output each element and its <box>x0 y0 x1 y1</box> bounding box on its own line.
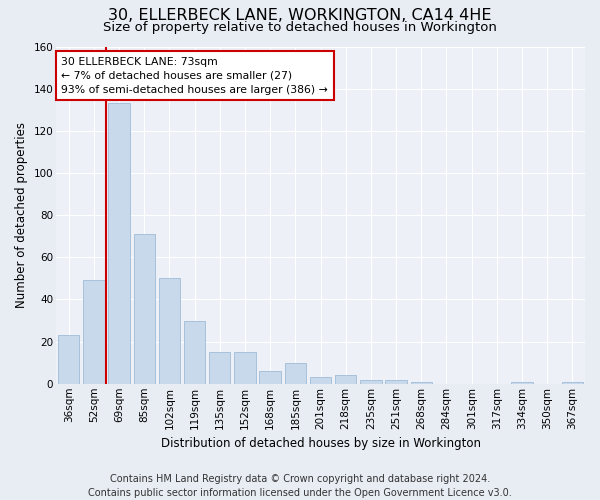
Bar <box>234 352 256 384</box>
Bar <box>385 380 407 384</box>
Text: 30 ELLERBECK LANE: 73sqm
← 7% of detached houses are smaller (27)
93% of semi-de: 30 ELLERBECK LANE: 73sqm ← 7% of detache… <box>61 56 328 94</box>
Bar <box>134 234 155 384</box>
Bar <box>562 382 583 384</box>
Bar <box>259 371 281 384</box>
Text: 30, ELLERBECK LANE, WORKINGTON, CA14 4HE: 30, ELLERBECK LANE, WORKINGTON, CA14 4HE <box>108 8 492 22</box>
Bar <box>58 336 79 384</box>
Bar <box>360 380 382 384</box>
Bar <box>335 376 356 384</box>
Bar <box>284 362 306 384</box>
Bar <box>410 382 432 384</box>
Text: Size of property relative to detached houses in Workington: Size of property relative to detached ho… <box>103 21 497 34</box>
Bar <box>511 382 533 384</box>
Bar <box>209 352 230 384</box>
Text: Contains HM Land Registry data © Crown copyright and database right 2024.
Contai: Contains HM Land Registry data © Crown c… <box>88 474 512 498</box>
Bar <box>159 278 180 384</box>
Bar <box>109 104 130 384</box>
X-axis label: Distribution of detached houses by size in Workington: Distribution of detached houses by size … <box>161 437 481 450</box>
Bar <box>83 280 104 384</box>
Y-axis label: Number of detached properties: Number of detached properties <box>15 122 28 308</box>
Bar <box>310 378 331 384</box>
Bar <box>184 320 205 384</box>
